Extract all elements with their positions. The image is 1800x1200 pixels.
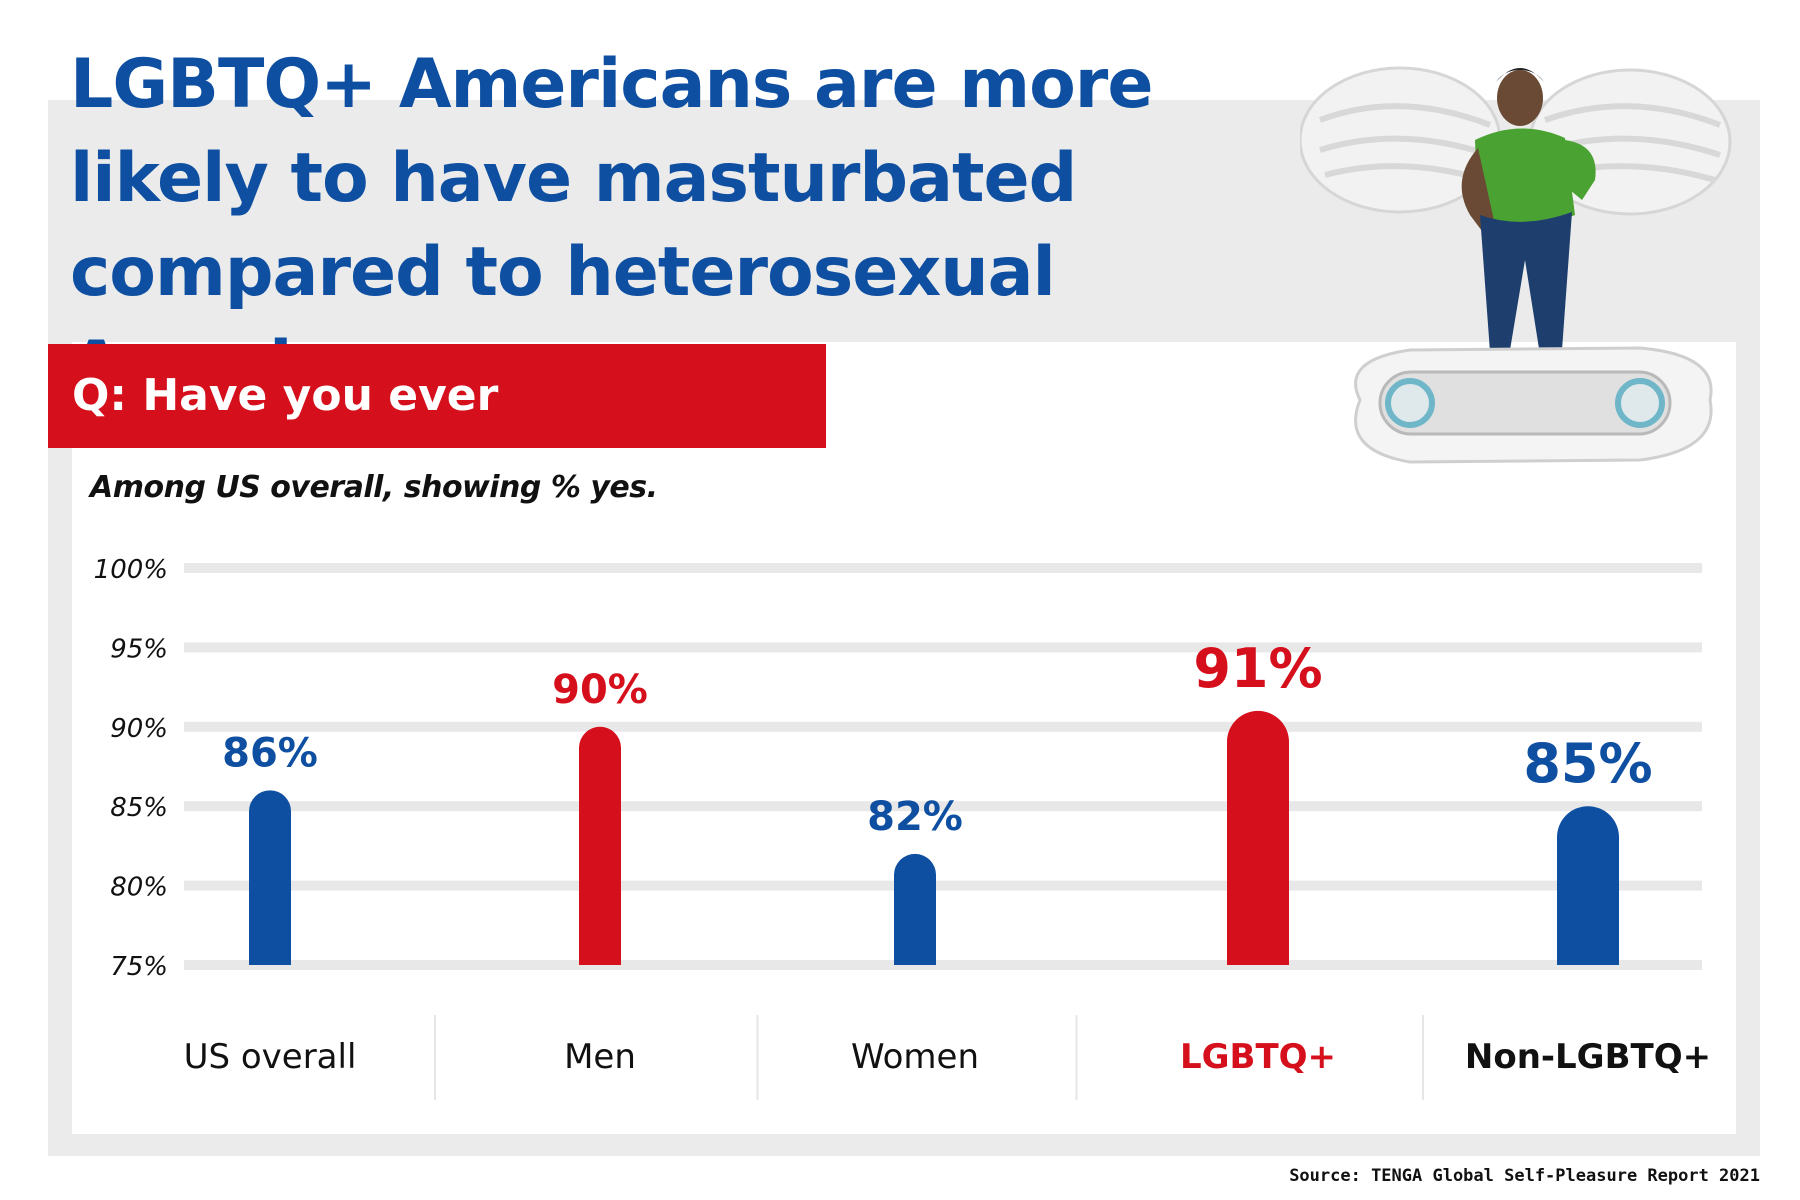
chart-subtitle: Among US overall, showing % yes. (90, 470, 658, 505)
grid-line (184, 801, 1702, 812)
source-note: Source: TENGA Global Self-Pleasure Repor… (1289, 1166, 1760, 1186)
value-label: 90% (552, 667, 648, 713)
category-label: Non-LGBTQ+ (1465, 1037, 1711, 1077)
question-banner: Q: Have you ever masturbated? (48, 344, 826, 525)
y-tick-label: 85% (110, 793, 168, 823)
value-label: 86% (222, 730, 318, 776)
chart-panel (72, 342, 1736, 1134)
y-tick-label: 100% (94, 555, 168, 585)
bar (249, 790, 291, 965)
grid-lines (184, 563, 1702, 970)
value-label: 85% (1523, 732, 1652, 795)
category-label: Women (851, 1037, 979, 1077)
value-labels: 86% 90% 82% 91% 85% (222, 637, 1653, 840)
category-labels: US overall Men Women LGBTQ+ Non-LGBTQ+ (184, 1037, 1712, 1077)
bars (249, 710, 1619, 965)
bar (579, 726, 621, 965)
category-label: Men (564, 1037, 636, 1077)
value-label: 82% (867, 794, 963, 840)
person-icon (1461, 68, 1596, 370)
grid-line (184, 960, 1702, 970)
y-tick-label: 90% (110, 714, 168, 744)
bar (894, 853, 936, 965)
bar (1557, 806, 1619, 965)
grid-line (184, 721, 1702, 732)
category-label: US overall (184, 1037, 357, 1077)
category-label: LGBTQ+ (1180, 1037, 1336, 1077)
y-tick-label: 75% (110, 952, 168, 982)
category-dividers (434, 1015, 1424, 1100)
grid-line (184, 563, 1702, 573)
question-text: Q: Have you ever masturbated? (72, 370, 499, 525)
grid-line (184, 880, 1702, 891)
grid-line (184, 642, 1702, 653)
bar (1227, 710, 1289, 965)
device-icon (1354, 346, 1713, 464)
y-tick-label: 80% (110, 873, 168, 903)
y-axis-ticks: 100% 95% 90% 85% 80% 75% (94, 555, 168, 982)
value-label: 91% (1193, 637, 1322, 700)
y-tick-label: 95% (110, 634, 168, 664)
figure-illustration (1300, 66, 1732, 464)
